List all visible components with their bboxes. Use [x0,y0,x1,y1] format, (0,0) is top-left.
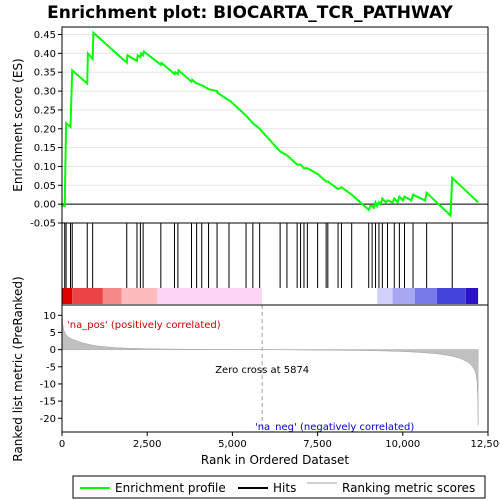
metric-y-tick-label: 0 [50,345,56,356]
x-tick-label: 2,500 [133,439,162,450]
x-tick-label: 0 [59,439,65,450]
metric-y-tick-label: -15 [40,397,56,408]
es-y-tick-label: 0.10 [34,162,56,173]
legend-label-hits: Hits [273,481,296,495]
rank-heat-bar [62,288,479,304]
heat-segment [392,288,415,304]
es-y-tick-label: 0.20 [34,124,56,135]
metric-y-tick-label: 10 [43,311,56,322]
es-y-tick-label: 0.00 [34,200,56,211]
metric-y-axis-label: Ranked list metric (PreRanked) [11,276,25,461]
heat-segment [436,288,466,304]
heat-segment [377,288,393,304]
heat-segment [262,288,378,304]
chart-title: Enrichment plot: BIOCARTA_TCR_PATHWAY [47,3,453,23]
metric-y-ticks: 10 5 0 -5 -10 -15 -20 [40,311,62,425]
negative-correlated-label: 'na_neg' (negatively correlated) [255,422,414,433]
heat-segment [72,288,103,304]
es-y-tick-label: -0.05 [30,219,56,230]
metric-y-tick-label: -5 [46,362,56,373]
heat-segment [102,288,122,304]
heat-segment [157,288,263,304]
x-tick-label: 12,500 [471,439,500,450]
metric-panel: 10 5 0 -5 -10 -15 -20 'na_pos' (positively cor… [11,276,500,467]
metric-y-tick-label: -10 [40,379,56,390]
es-y-tick-label: 0.05 [34,181,56,192]
legend-label-enrichment: Enrichment profile [115,481,226,495]
heat-segment [465,288,479,304]
es-y-tick-label: 0.30 [34,87,56,98]
heat-segment [62,288,73,304]
es-y-tick-label: 0.15 [34,143,56,154]
heat-segment [121,288,158,304]
legend: Enrichment profile Hits Ranking metric s… [72,475,486,499]
es-panel: -0.05 0.00 0.05 0.10 0.15 0.20 0.25 0.30 0.35 0.4… [11,26,489,230]
enrichment-profile-line [62,30,479,218]
ranking-metric-area [61,308,479,426]
metric-y-tick-label: 5 [50,328,56,339]
hits-panel [61,222,489,306]
es-y-tick-label: 0.45 [34,30,56,41]
x-tick-label: 5,000 [218,439,247,450]
es-y-ticks: -0.05 0.00 0.05 0.10 0.15 0.20 0.25 0.30 0.35 0.4… [30,30,62,230]
x-tick-label: 10,000 [385,439,420,450]
es-y-tick-label: 0.40 [34,49,56,60]
x-ticks: 0 2,500 5,000 7,500 10,000 12,500 [59,432,500,450]
hit-marks [64,223,453,288]
legend-label-ranking: Ranking metric scores [342,481,475,495]
x-axis-label: Rank in Ordered Dataset [201,453,349,467]
metric-y-tick-label: -20 [40,414,56,425]
es-y-tick-label: 0.25 [34,105,56,116]
es-y-axis-label: Enrichment score (ES) [11,58,25,191]
heat-segment [414,288,437,304]
positive-correlated-label: 'na_pos' (positively correlated) [67,320,221,331]
x-tick-label: 7,500 [303,439,332,450]
zero-cross-label: Zero cross at 5874 [215,365,309,376]
es-y-tick-label: 0.35 [34,68,56,79]
